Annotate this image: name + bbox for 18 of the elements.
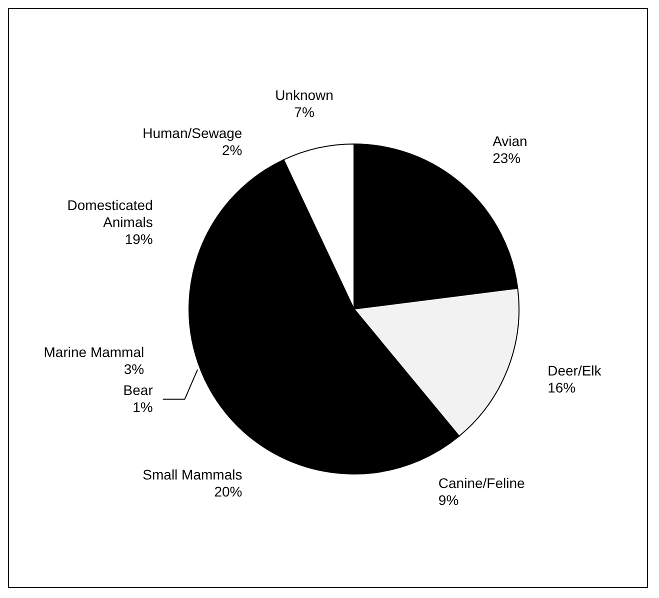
slice-label: Domesticated Animals [67, 197, 153, 230]
slice-label: Human/Sewage [142, 124, 242, 141]
data-label: 23% [492, 150, 521, 166]
slice-label: Avian [492, 133, 528, 150]
data-label: 16% [548, 379, 576, 396]
data-label: 7% [294, 104, 314, 120]
slice-label: Marine Mammal [44, 344, 144, 360]
data-label: 9% [438, 492, 459, 508]
data-label: 2% [222, 142, 242, 158]
slice-label: Unknown [275, 86, 334, 103]
data-label: 1% [132, 399, 153, 416]
data-label: 19% [124, 231, 153, 248]
slice-label: Canine/Feline [438, 475, 526, 492]
data-label: 3% [124, 361, 144, 378]
slice-label: Deer/Elk [548, 362, 602, 378]
slice-label: Bear [123, 382, 154, 398]
slice-label: Small Mammals [142, 466, 242, 483]
data-label: 20% [214, 484, 242, 500]
